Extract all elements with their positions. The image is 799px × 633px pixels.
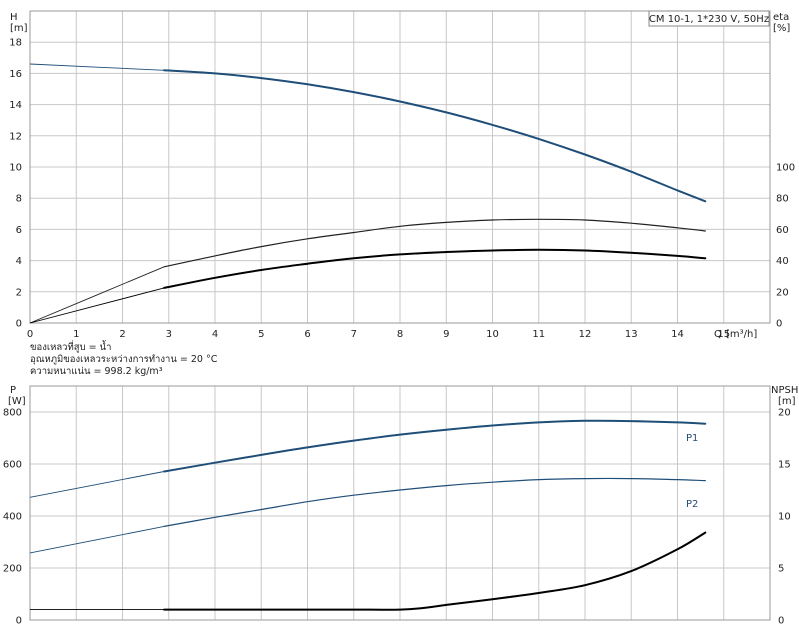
bottom-left-tick-label: 600	[3, 460, 22, 471]
bottom-right-tick-label: 10	[778, 512, 791, 523]
bottom-left-axis-label: P	[10, 385, 16, 396]
x-tick-label: 6	[304, 329, 310, 340]
x-tick-label: 10	[486, 329, 499, 340]
bottom-left-tick-label: 0	[16, 616, 22, 627]
x-tick-label: 5	[258, 329, 264, 340]
bottom-plot-frame	[29, 385, 771, 621]
efficiency-pump-curve-extension-line	[29, 266, 165, 324]
x-tick-label: 14	[671, 329, 684, 340]
x-tick-label: 15	[717, 329, 730, 340]
top-left-tick-label: 6	[16, 225, 22, 236]
top-left-ticks: 0 2 4 6 8 10 12 14 16 18	[9, 38, 22, 330]
x-axis-unit: [m³/h]	[726, 329, 757, 340]
x-tick-label: 13	[625, 329, 638, 340]
bottom-right-ticks: 0 5 10 15 20	[778, 408, 791, 627]
x-tick-label: 11	[532, 329, 545, 340]
npsh-curve-line	[163, 531, 707, 611]
top-left-tick-label: 0	[16, 319, 22, 330]
top-left-axis-label: H	[10, 12, 18, 23]
bottom-left-ticks: 0 200 400 600 800	[3, 408, 22, 627]
bottom-series	[29, 419, 707, 611]
top-left-tick-label: 18	[9, 38, 22, 49]
bottom-right-tick-label: 15	[778, 460, 791, 471]
top-left-tick-label: 14	[9, 100, 22, 111]
x-tick-label: 2	[119, 329, 125, 340]
bottom-left-tick-label: 400	[3, 512, 22, 523]
bottom-right-tick-label: 5	[778, 564, 784, 575]
x-tick-label: 7	[351, 329, 357, 340]
bottom-right-tick-label: 20	[778, 408, 791, 419]
efficiency-pump-curve-line	[163, 218, 706, 268]
chart-title: CM 10-1, 1*230 V, 50Hz	[649, 14, 769, 25]
head-curve-extension-line	[29, 63, 165, 71]
bottom-left-axis-unit: [W]	[8, 396, 26, 407]
p2-power-curve-line	[163, 477, 706, 527]
note-density: ความหนาแน่น = 998.2 kg/m³	[30, 366, 163, 377]
power-npsh-chart: 0 200 400 600 800 0 5 10 15 20 P [W] NPSH [m] P1…	[3, 385, 798, 627]
p2-label: P2	[686, 499, 698, 510]
top-right-tick-label: 40	[776, 256, 789, 267]
top-left-tick-label: 16	[9, 69, 22, 80]
chart-title-box	[648, 10, 770, 27]
top-x-ticks: 0 1 2 3 4 5 6 7 8 9 10 11 12 13 14 15	[27, 329, 730, 340]
top-left-tick-label: 10	[9, 163, 22, 174]
p2-power-curve-extension-line	[29, 525, 165, 554]
bottom-right-tick-label: 0	[778, 616, 784, 627]
top-right-ticks: 0 20 40 60 80 100	[776, 163, 795, 330]
top-right-axis-label: eta	[773, 12, 789, 23]
efficiency-total-curve-line	[163, 248, 707, 289]
bottom-right-axis-unit: [m]	[778, 396, 796, 407]
efficiency-total-curve-extension-line	[29, 287, 165, 324]
top-plot-frame	[29, 10, 771, 324]
top-right-tick-label: 100	[776, 163, 795, 174]
top-right-tick-label: 60	[776, 225, 789, 236]
bottom-left-tick-label: 800	[3, 408, 22, 419]
p1-power-curve-extension-line	[29, 471, 165, 498]
top-left-axis-unit: [m]	[10, 23, 28, 34]
top-right-tick-label: 80	[776, 194, 789, 205]
top-right-tick-label: 0	[776, 319, 782, 330]
note-liquid-temperature: อุณหภูมิของเหลวระหว่างการทำงาน = 20 °C	[30, 354, 218, 365]
bottom-right-axis-label: NPSH	[771, 385, 798, 396]
p1-label: P1	[686, 433, 698, 444]
top-left-tick-label: 12	[9, 131, 22, 142]
top-left-tick-label: 4	[16, 256, 22, 267]
top-series	[29, 63, 707, 324]
top-right-tick-label: 20	[776, 287, 789, 298]
bottom-left-tick-label: 200	[3, 564, 22, 575]
x-tick-label: 12	[579, 329, 592, 340]
x-tick-label: 3	[166, 329, 172, 340]
x-tick-label: 1	[73, 329, 79, 340]
note-pumped-liquid: ของเหลวที่สูบ = น้ำ	[30, 340, 111, 353]
top-left-tick-label: 8	[16, 194, 22, 205]
x-axis-label: Q	[714, 329, 722, 340]
x-tick-label: 8	[397, 329, 403, 340]
x-tick-label: 0	[27, 329, 33, 340]
top-right-axis-unit: [%]	[773, 23, 790, 34]
top-left-tick-label: 2	[16, 287, 22, 298]
p1-power-curve-line	[163, 419, 707, 473]
x-tick-label: 9	[443, 329, 449, 340]
x-tick-label: 4	[212, 329, 218, 340]
head-curve-line	[163, 69, 707, 203]
